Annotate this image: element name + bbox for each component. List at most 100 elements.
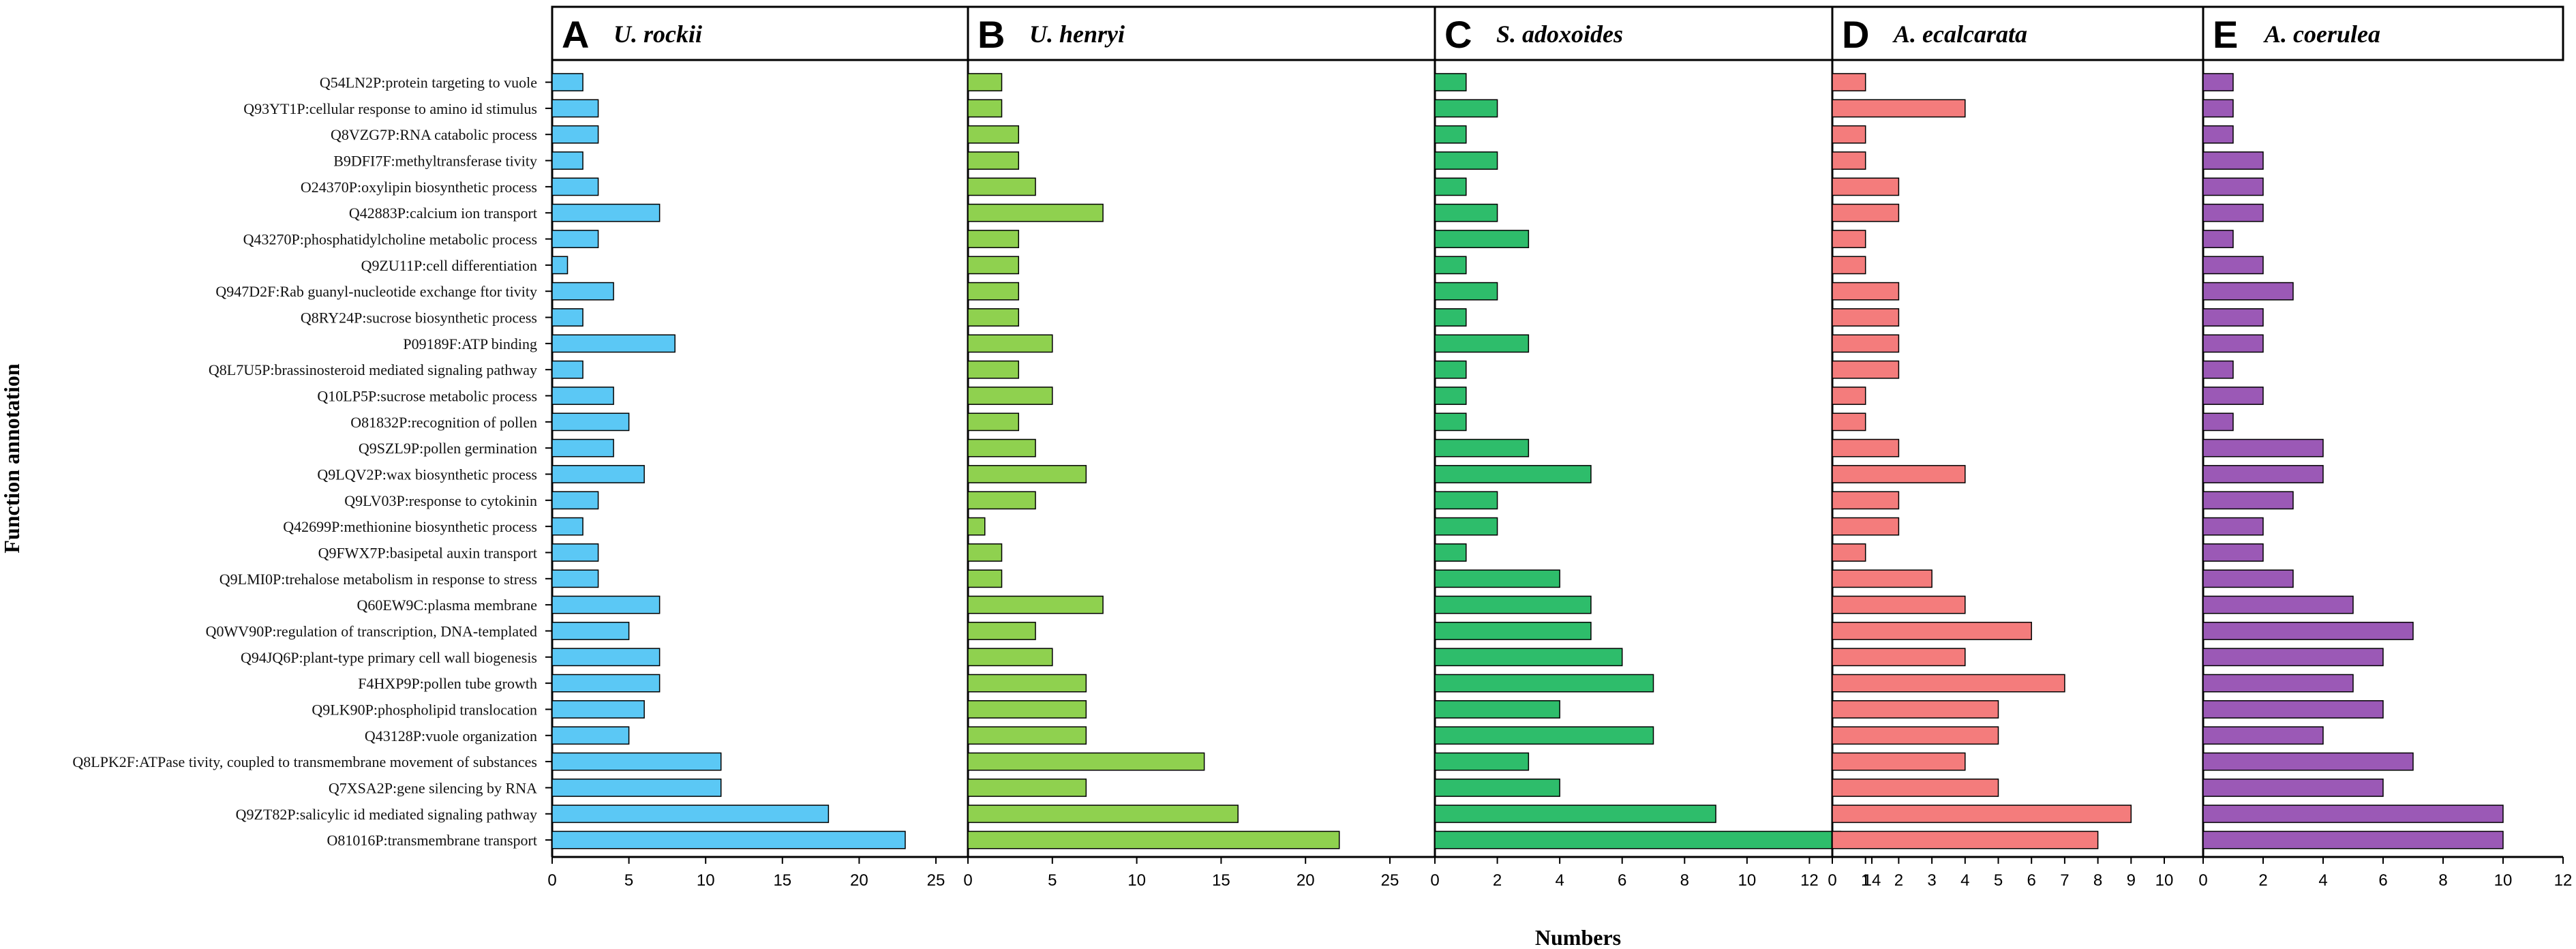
bar bbox=[2202, 125, 2234, 144]
bar bbox=[967, 779, 1087, 797]
bar bbox=[1434, 282, 1498, 301]
bar bbox=[2202, 674, 2354, 693]
bar bbox=[2202, 282, 2294, 301]
x-tick-label: 3 bbox=[1927, 871, 1936, 890]
bar bbox=[1434, 203, 1498, 222]
bar bbox=[551, 125, 599, 144]
bar bbox=[967, 282, 1020, 301]
category-label: Q9LMI0P:trehalose metabolism in response… bbox=[219, 571, 537, 588]
bar bbox=[1832, 595, 1966, 614]
bar bbox=[967, 491, 1036, 510]
bar bbox=[1832, 517, 1900, 536]
y-axis-title: Function annotation bbox=[0, 363, 24, 553]
bar bbox=[2202, 308, 2264, 327]
bar bbox=[967, 595, 1104, 614]
bar bbox=[967, 203, 1104, 222]
bar bbox=[967, 622, 1036, 640]
x-tick-label: 0 bbox=[963, 871, 972, 890]
panel-letter: E bbox=[2213, 13, 2238, 56]
bar bbox=[1434, 125, 1467, 144]
panel-letter: D bbox=[1842, 13, 1869, 56]
bar bbox=[551, 700, 645, 719]
bar bbox=[2202, 99, 2234, 118]
bar bbox=[551, 595, 661, 614]
bar bbox=[1434, 779, 1560, 797]
bar bbox=[1434, 256, 1467, 275]
bar bbox=[967, 125, 1020, 144]
x-tick-label: 8 bbox=[2093, 871, 2102, 890]
category-label: Q42883P:calcium ion transport bbox=[349, 205, 537, 222]
bar bbox=[967, 177, 1036, 196]
bar bbox=[1832, 282, 1900, 301]
x-tick-label: 6 bbox=[2027, 871, 2036, 890]
category-label: O81016P:transmembrane transport bbox=[327, 832, 537, 849]
bar bbox=[2202, 595, 2354, 614]
x-tick-label: 5 bbox=[1994, 871, 2003, 890]
x-tick-label: 15 bbox=[773, 871, 791, 890]
x-tick-label: 0 bbox=[2198, 871, 2207, 890]
bar bbox=[551, 151, 584, 170]
bar bbox=[551, 517, 584, 536]
category-label: Q9LV03P:response to cytokinin bbox=[344, 492, 537, 509]
x-tick-label: 15 bbox=[1212, 871, 1230, 890]
bar bbox=[2202, 726, 2324, 745]
category-label: Q8VZG7P:RNA catabolic process bbox=[331, 126, 537, 143]
bar bbox=[1832, 491, 1900, 510]
bar bbox=[1434, 99, 1498, 118]
bar bbox=[1832, 674, 2065, 693]
category-label: Q8RY24P:sucrose biosynthetic process bbox=[301, 310, 537, 327]
category-label: Q93YT1P:cellular response to amino id st… bbox=[243, 100, 537, 117]
bar bbox=[967, 752, 1205, 771]
category-label: Q60EW9C:plasma membrane bbox=[357, 597, 537, 614]
bar bbox=[551, 779, 722, 797]
bar bbox=[2202, 700, 2384, 719]
bar bbox=[967, 674, 1087, 693]
category-label: O24370P:oxylipin biosynthetic process bbox=[301, 179, 537, 196]
panel-species-title: U. rockii bbox=[613, 20, 702, 48]
x-tick-label: 9 bbox=[2127, 871, 2136, 890]
category-label: Q43128P:vuole organization bbox=[365, 727, 537, 744]
x-tick-label: 14 bbox=[1863, 871, 1881, 890]
bar bbox=[1434, 308, 1467, 327]
bar bbox=[967, 726, 1087, 745]
category-label: Q9SZL9P:pollen germination bbox=[359, 440, 537, 457]
bar bbox=[1832, 779, 1999, 797]
bar bbox=[1832, 230, 1866, 248]
bar bbox=[1434, 595, 1592, 614]
category-label: Q9ZU11P:cell differentiation bbox=[361, 257, 537, 274]
x-tick-label: 1 bbox=[1861, 871, 1870, 890]
bar bbox=[2202, 203, 2264, 222]
bar bbox=[1434, 360, 1467, 379]
bar bbox=[967, 543, 1003, 562]
bar bbox=[2202, 648, 2384, 667]
bar bbox=[551, 438, 614, 457]
bar bbox=[967, 830, 1340, 849]
bar bbox=[551, 491, 599, 510]
bar bbox=[967, 99, 1003, 118]
x-tick-label: 2 bbox=[1894, 871, 1903, 890]
bar bbox=[1832, 412, 1866, 432]
category-label: P09189F:ATP binding bbox=[403, 335, 537, 352]
bar bbox=[1434, 726, 1654, 745]
bar bbox=[551, 203, 661, 222]
bar bbox=[1832, 203, 1900, 222]
bar bbox=[967, 438, 1036, 457]
bar bbox=[551, 465, 645, 483]
x-tick-label: 4 bbox=[1960, 871, 1969, 890]
panel-species-title: S. adoxoides bbox=[1496, 20, 1623, 48]
bar bbox=[967, 569, 1003, 588]
bar bbox=[1832, 543, 1866, 562]
x-tick-label: 25 bbox=[927, 871, 945, 890]
bar bbox=[1434, 830, 1841, 849]
bar bbox=[1434, 569, 1560, 588]
bar bbox=[551, 282, 614, 301]
panel-letter: C bbox=[1444, 13, 1472, 56]
category-label: Q8LPK2F:ATPase tivity, coupled to transm… bbox=[72, 753, 537, 770]
bar bbox=[1434, 700, 1560, 719]
bar bbox=[1832, 804, 2132, 824]
bar bbox=[967, 334, 1053, 353]
bar bbox=[2202, 543, 2264, 562]
bar bbox=[967, 387, 1053, 405]
bar bbox=[1832, 387, 1866, 405]
bar bbox=[1434, 517, 1498, 536]
